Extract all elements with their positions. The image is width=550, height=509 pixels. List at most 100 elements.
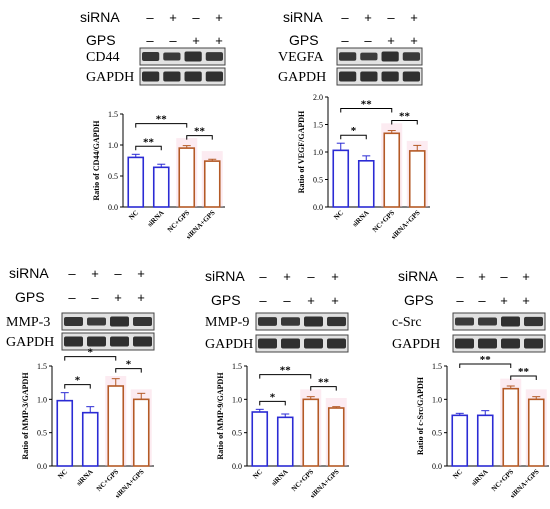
bar-2 xyxy=(383,132,401,208)
sirna-row-label: siRNA xyxy=(283,9,323,25)
gps-sign-1: – xyxy=(364,33,372,48)
significance-bracket-2: ** xyxy=(391,111,418,125)
y-tick-label: 1.0 xyxy=(37,395,47,404)
sirna-sign-2: – xyxy=(387,10,395,25)
y-tick-label: 1.0 xyxy=(108,141,118,150)
y-tick-label: 1.5 xyxy=(37,362,47,371)
protein-blot xyxy=(139,47,226,66)
y-tick-label: 1.5 xyxy=(232,362,242,371)
panel-cd44: siRNAGPS––+––+++CD44GAPDH0.00.51.01.5Rat… xyxy=(80,9,226,241)
significance-bracket-0: * xyxy=(64,375,91,389)
significance-bracket-1: ** xyxy=(510,366,537,380)
protein-band-0 xyxy=(64,317,83,326)
x-tick-label-0: NC xyxy=(451,468,464,481)
significance-bracket-0: ** xyxy=(135,136,162,151)
significance-label: ** xyxy=(518,366,530,378)
sirna-sign-2: – xyxy=(500,269,508,284)
bar-chart-vegfa: 0.0 0.5 1.0 1.5 2.0 Ratio of VEGF/GAPDH NC siRN… xyxy=(297,93,430,241)
panel-mmp-9: siRNA GPS – – + – – + + + MMP-9 GAPDH 0.0 0.5 1.0 1.5 Ra… xyxy=(205,268,349,500)
bar-1 xyxy=(357,160,375,208)
x-tick-label-0: NC xyxy=(251,468,264,481)
y-tick-label: 0.0 xyxy=(232,462,242,471)
gps-sign-2: + xyxy=(500,293,508,308)
x-tick-label-2: NC+GPS xyxy=(95,468,120,493)
gps-sign-2: + xyxy=(114,290,122,305)
gapdh-label: GAPDH xyxy=(6,335,54,350)
bar-chart-mmp-3: 0.0 0.5 1.0 1.5 Ratio of MMP-3/GAPDH NC siRNA N… xyxy=(21,347,154,500)
gapdh-band-1 xyxy=(87,336,106,347)
sirna-row-label: siRNA xyxy=(80,9,120,25)
sirna-row-label: siRNA xyxy=(9,265,49,281)
y-tick-label: 1.5 xyxy=(432,362,442,371)
protein-band-1 xyxy=(360,52,378,61)
sirna-sign-3: + xyxy=(331,269,339,284)
x-tick-label-2: NC+GPS xyxy=(371,209,396,234)
y-tick-label: 1.0 xyxy=(232,395,242,404)
sirna-sign-0: – xyxy=(68,266,76,281)
bar-chart-mmp-9: 0.0 0.5 1.0 1.5 Ratio of MMP-9/GAPDH NC siRNA N… xyxy=(216,362,349,500)
gapdh-band-0 xyxy=(258,338,277,349)
panel-mmp-3: siRNAGPS––+––+++MMP-3GAPDH0.00.51.01.5Ra… xyxy=(6,265,155,500)
gps-sign-1: – xyxy=(169,33,177,48)
gapdh-band-1 xyxy=(478,338,497,349)
x-tick-label-0: NC xyxy=(127,209,140,222)
significance-bracket-1: ** xyxy=(259,365,312,379)
x-tick-label-2: NC+GPS xyxy=(490,468,515,493)
protein-blot xyxy=(452,312,546,331)
protein-band-2 xyxy=(110,316,129,327)
gapdh-band-0 xyxy=(455,338,474,349)
gapdh-label: GAPDH xyxy=(205,337,253,352)
significance-bracket-2: ** xyxy=(310,377,337,391)
gps-sign-1: – xyxy=(91,290,99,305)
bar-3 xyxy=(203,160,221,208)
significance-bracket-1: * xyxy=(64,347,117,361)
gps-sign-0: – xyxy=(341,33,349,48)
gps-sign-3: + xyxy=(331,293,339,308)
significance-label: * xyxy=(270,391,276,403)
gapdh-band-0 xyxy=(142,71,160,82)
significance-label: ** xyxy=(399,111,411,123)
y-tick-label: 0.0 xyxy=(432,462,442,471)
gapdh-blot xyxy=(336,67,423,86)
gapdh-band-1 xyxy=(360,71,378,82)
y-tick-label: 1.0 xyxy=(432,395,442,404)
gps-sign-0: – xyxy=(146,33,154,48)
protein-band-3 xyxy=(402,52,420,61)
gps-sign-3: + xyxy=(410,33,418,48)
gapdh-label: GAPDH xyxy=(392,337,440,352)
bar-3 xyxy=(527,398,545,467)
significance-bracket-0: ** xyxy=(459,354,512,368)
gapdh-band-3 xyxy=(205,71,223,82)
x-tick-label-1: siRNA xyxy=(75,468,95,488)
protein-band-1 xyxy=(478,317,497,326)
protein-band-3 xyxy=(133,317,152,326)
y-tick-label: 1.5 xyxy=(108,110,118,119)
x-tick-label-0: NC xyxy=(56,468,69,481)
significance-label: ** xyxy=(280,365,292,377)
protein-label: VEGFA xyxy=(278,50,325,65)
protein-band-2 xyxy=(184,51,202,62)
sirna-sign-1: + xyxy=(283,269,291,284)
sirna-sign-1: + xyxy=(91,266,99,281)
y-tick-label: 0.5 xyxy=(232,429,242,438)
sirna-sign-0: – xyxy=(259,269,267,284)
y-tick-label: 0.0 xyxy=(37,462,47,471)
sirna-sign-3: + xyxy=(410,10,418,25)
x-tick-label-2: NC+GPS xyxy=(290,468,315,493)
y-axis-label: Ratio of MMP-9/GAPDH xyxy=(216,372,225,460)
y-tick-label: 0.0 xyxy=(108,203,118,212)
gapdh-blot xyxy=(139,67,226,86)
gps-sign-0: – xyxy=(68,290,76,305)
bar-chart-cd44: 0.0 0.5 1.0 1.5 Ratio of CD44/GAPDH NC siRNA NC… xyxy=(92,110,225,241)
bar-1 xyxy=(81,411,99,467)
gapdh-band-1 xyxy=(281,338,300,349)
protein-blot xyxy=(61,312,155,331)
y-tick-label: 2.0 xyxy=(313,93,323,102)
sirna-sign-3: + xyxy=(215,10,223,25)
sirna-sign-0: – xyxy=(146,10,154,25)
significance-bracket-2: * xyxy=(115,359,142,373)
significance-bracket-2: ** xyxy=(186,126,213,140)
protein-blot xyxy=(336,47,423,66)
significance-label: ** xyxy=(480,354,492,366)
